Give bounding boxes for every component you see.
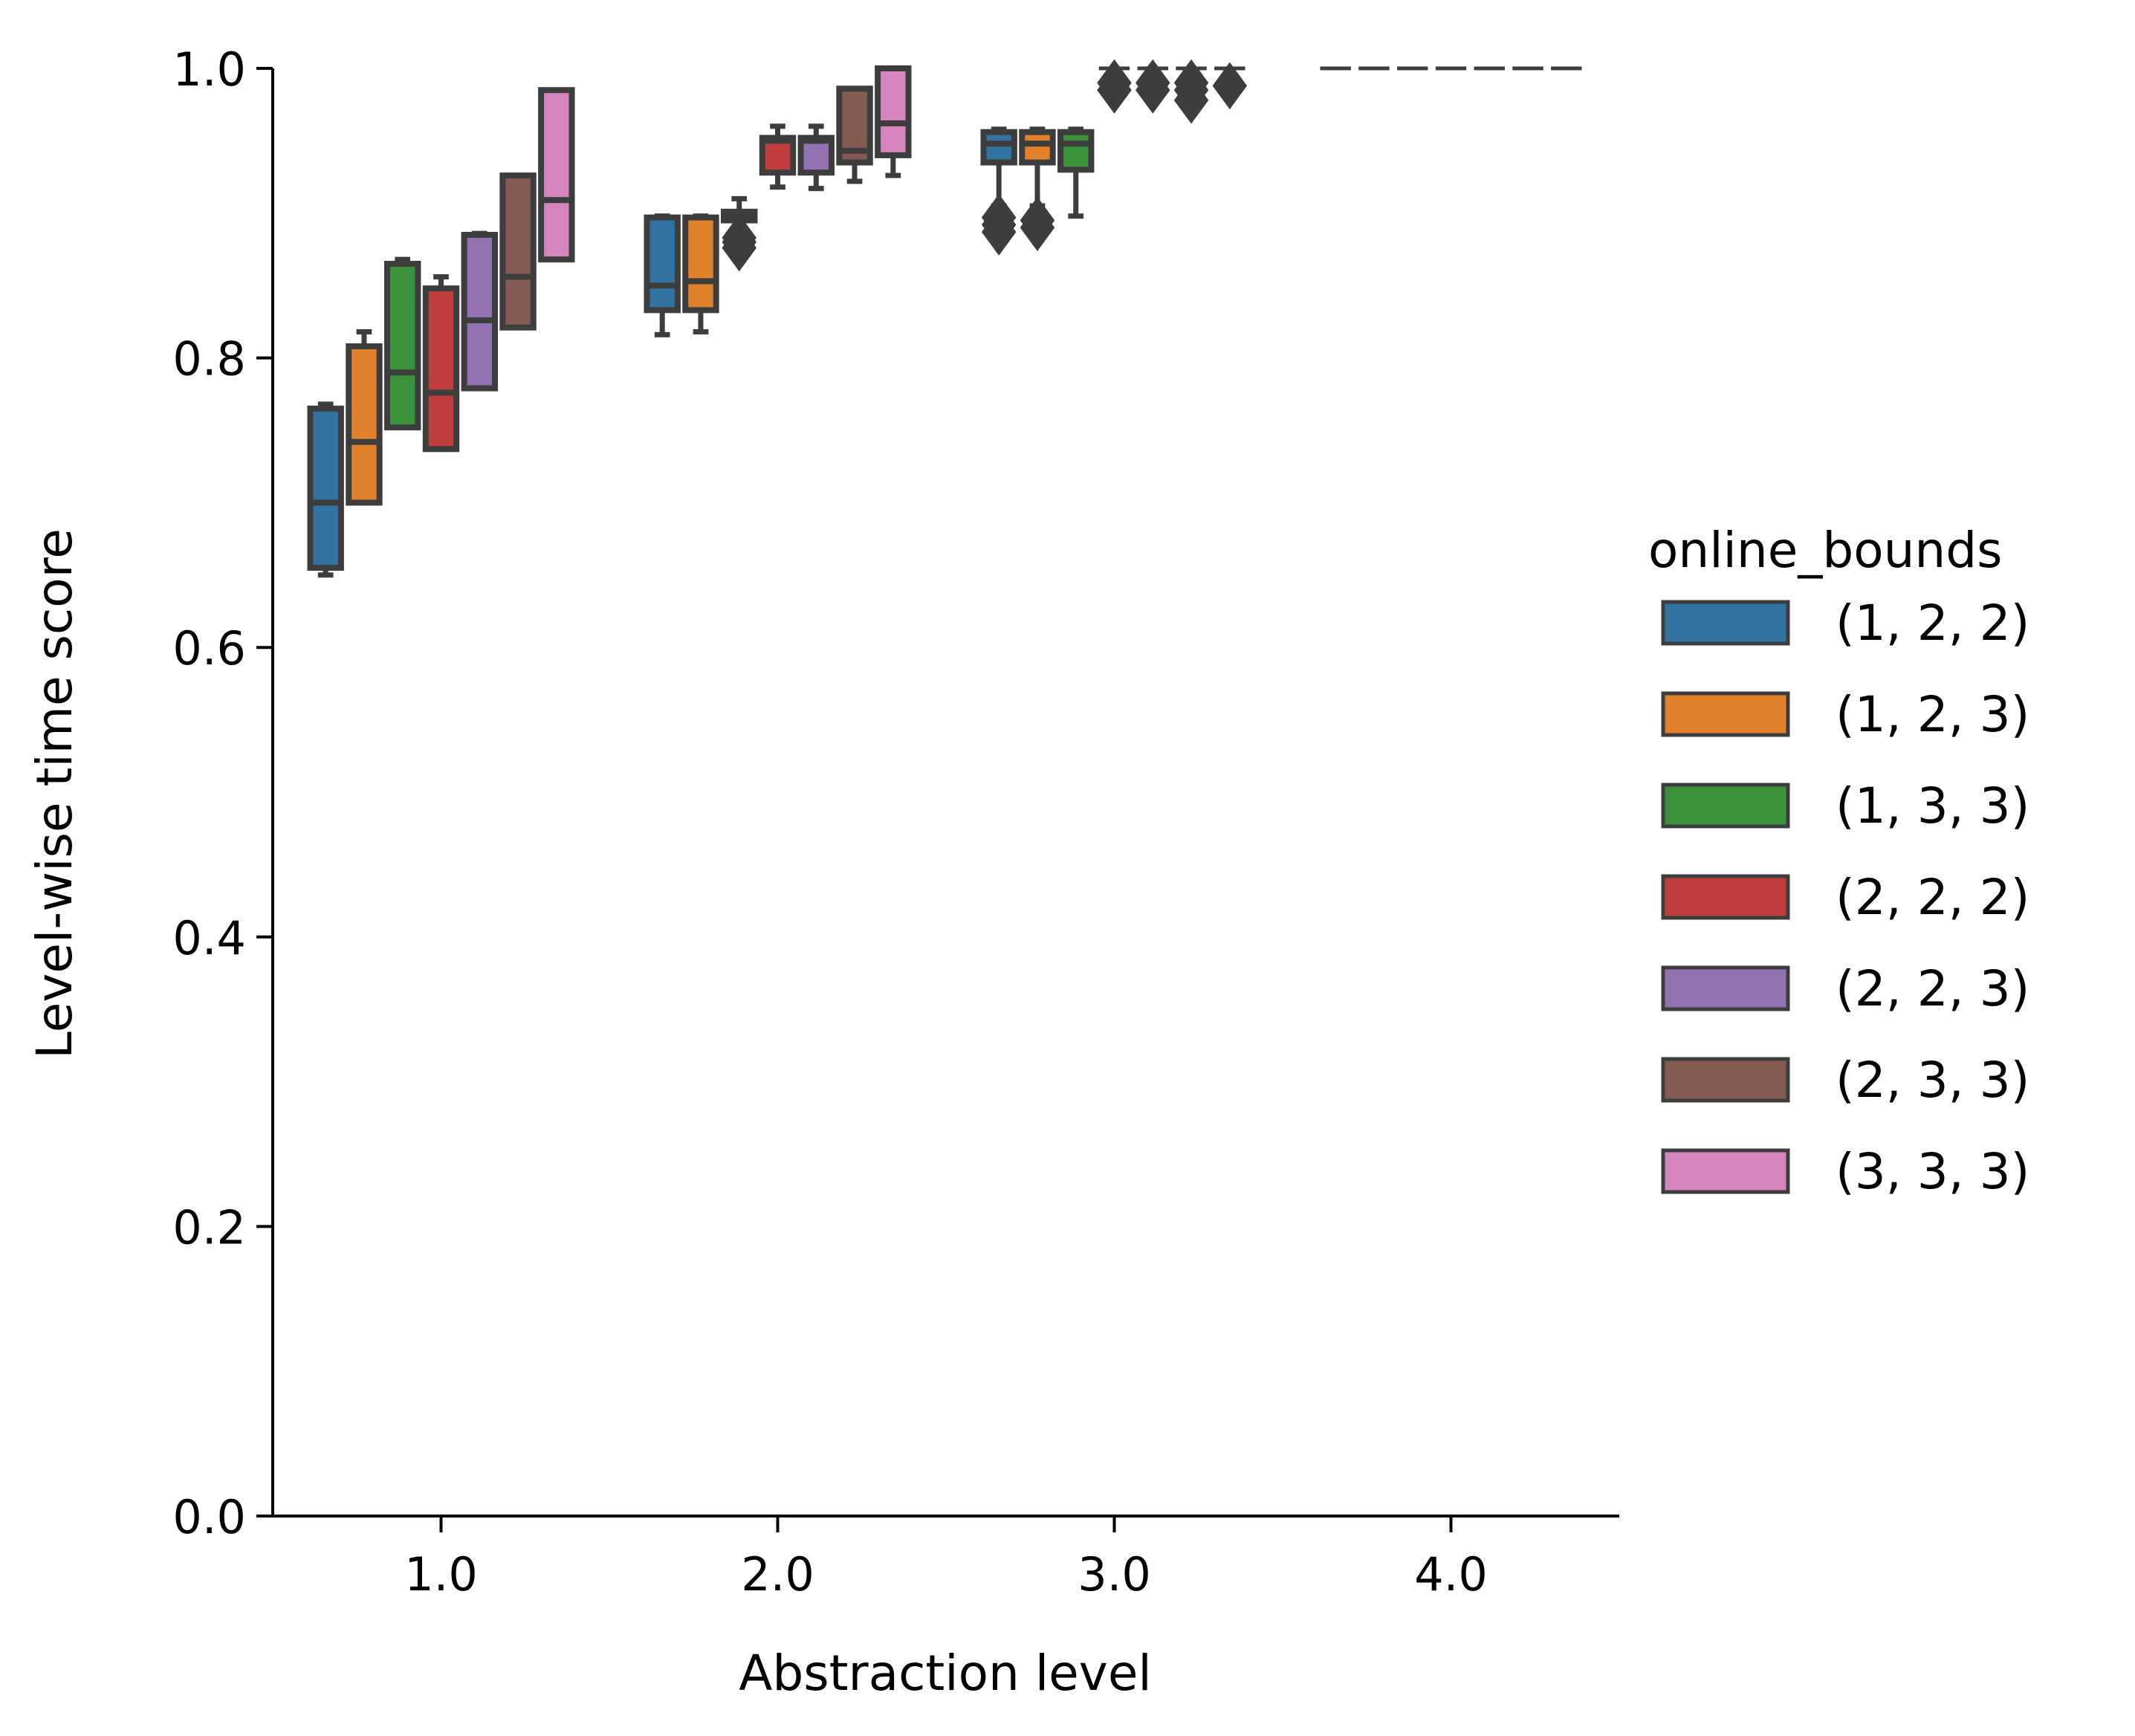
box-body <box>384 260 421 431</box>
box-body <box>980 129 1017 166</box>
box-2-3-3 <box>499 172 537 331</box>
legend-label: (1, 3, 3) <box>1836 777 2029 835</box>
legend-label: (2, 3, 3) <box>1836 1052 2029 1109</box>
box-1-3-3 <box>721 195 758 272</box>
y-tick-label: 0.0 <box>172 1490 246 1544</box>
box-2-2-2 <box>1097 59 1132 114</box>
box-3-3-3 <box>538 87 575 263</box>
x-tick-label: 3.0 <box>1078 1547 1151 1601</box>
y-tick-label: 0.8 <box>172 332 246 386</box>
axes: 0.0 0.2 0.4 0.6 0.8 1.0 1.0 2.0 3.0 4.0 <box>172 42 1619 1601</box>
legend-title: online_bounds <box>1648 522 2003 579</box>
legend-swatch <box>1661 1057 1790 1103</box>
legend-swatch <box>1661 600 1790 646</box>
legend: online_bounds (1, 2, 2) (1, 2, 3) (1, 3, 3… <box>1648 522 2029 1200</box>
outlier-point <box>1173 59 1209 107</box>
outlier-point <box>1020 196 1055 244</box>
y-tick-label: 0.2 <box>172 1200 246 1254</box>
box-body <box>875 65 912 158</box>
box-body <box>644 214 681 314</box>
legend-entry: (1, 2, 3) <box>1661 686 2029 743</box>
legend-entry: (1, 2, 2) <box>1661 595 2029 652</box>
box-1-3-3 <box>384 256 421 431</box>
box-3-3-3 <box>875 65 912 178</box>
y-tick-label: 1.0 <box>172 42 246 97</box>
x-tick-label: 2.0 <box>741 1547 814 1601</box>
legend-swatch <box>1661 874 1790 920</box>
box-body <box>307 405 344 571</box>
box-1-2-2 <box>980 126 1017 256</box>
box-2-2-2 <box>759 123 797 190</box>
box-body <box>682 214 719 314</box>
box-body <box>346 343 383 506</box>
x-axis-label: Abstraction level <box>739 1645 1152 1702</box>
box-2-2-3 <box>1135 59 1170 114</box>
box-body <box>422 285 460 453</box>
box-2-3-3 <box>836 85 873 184</box>
box-2-2-3 <box>461 230 498 392</box>
legend-entry: (2, 3, 3) <box>1661 1052 2029 1109</box>
legend-label: (2, 2, 3) <box>1836 960 2029 1017</box>
box-2-3-3 <box>1173 59 1209 124</box>
legend-label: (1, 2, 2) <box>1836 595 2029 652</box>
legend-swatch <box>1661 1148 1790 1194</box>
box-1-2-3 <box>346 329 383 506</box>
outlier-point <box>722 214 757 262</box>
box-body <box>499 172 537 331</box>
box-1-2-3 <box>1019 126 1056 251</box>
x-tick-label: 4.0 <box>1414 1547 1488 1601</box>
legend-label: (2, 2, 2) <box>1836 869 2029 926</box>
box-body <box>461 232 498 392</box>
box-2-2-3 <box>797 123 835 192</box>
box-body <box>538 87 575 263</box>
box-1-2-2 <box>644 213 681 337</box>
legend-label: (3, 3, 3) <box>1836 1143 2029 1200</box>
x-tick-label: 1.0 <box>404 1547 478 1601</box>
outlier-point <box>1097 59 1132 107</box>
box-1-3-3 <box>1057 126 1095 219</box>
y-tick-label: 0.6 <box>172 621 246 676</box>
legend-swatch <box>1661 691 1790 737</box>
box-2-2-2 <box>422 274 460 453</box>
box-body <box>1019 129 1056 166</box>
legend-entry: (3, 3, 3) <box>1661 1143 2029 1200</box>
box-1-2-3 <box>682 213 719 335</box>
legend-entry: (2, 2, 3) <box>1661 960 2029 1017</box>
legend-entry: (2, 2, 2) <box>1661 869 2029 926</box>
box-3-3-3 <box>1212 62 1248 110</box>
box-1-2-2 <box>307 401 344 578</box>
y-tick-label: 0.4 <box>172 911 246 965</box>
outlier-point <box>1135 59 1170 107</box>
legend-swatch <box>1661 965 1790 1011</box>
plot-area <box>307 59 1582 578</box>
outlier-point <box>981 193 1017 242</box>
legend-label: (1, 2, 3) <box>1836 686 2029 743</box>
y-axis-label: Level-wise time score <box>26 528 83 1059</box>
legend-entry: (1, 3, 3) <box>1661 777 2029 835</box>
outlier-point <box>1212 62 1248 110</box>
box-body <box>1057 129 1095 173</box>
legend-swatch <box>1661 783 1790 829</box>
